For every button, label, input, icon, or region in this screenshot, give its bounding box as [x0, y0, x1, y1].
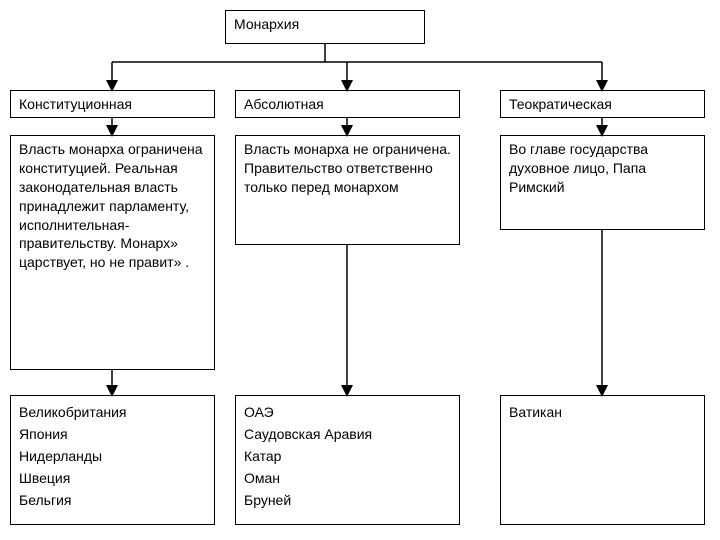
branch-examples-constitutional: Великобритания Япония Нидерланды Швеция …	[10, 395, 215, 525]
branch-examples-absolute: ОАЭ Саудовская Аравия Катар Оман Бруней	[235, 395, 460, 525]
example-item: Бельгия	[19, 491, 206, 510]
branch-title-absolute: Абсолютная	[235, 90, 460, 118]
example-item: Оман	[244, 469, 451, 488]
branch-title-label: Теократическая	[509, 96, 612, 112]
root-node: Монархия	[225, 10, 425, 44]
branch-desc-text: Во главе государства духовное лицо, Папа…	[509, 141, 648, 195]
example-item: Ватикан	[509, 403, 696, 422]
root-label: Монархия	[234, 16, 299, 32]
example-item: ОАЭ	[244, 403, 451, 422]
branch-title-constitutional: Конституционная	[10, 90, 215, 118]
branch-examples-theocratic: Ватикан	[500, 395, 705, 525]
branch-title-theocratic: Теократическая	[500, 90, 705, 118]
example-item: Катар	[244, 447, 451, 466]
branch-desc-theocratic: Во главе государства духовное лицо, Папа…	[500, 135, 705, 230]
branch-desc-constitutional: Власть монарха ограничена конституцией. …	[10, 135, 215, 370]
example-item: Бруней	[244, 491, 451, 510]
branch-desc-text: Власть монарха ограничена конституцией. …	[19, 141, 203, 270]
example-item: Великобритания	[19, 403, 206, 422]
branch-title-label: Абсолютная	[244, 96, 324, 112]
branch-title-label: Конституционная	[19, 96, 132, 112]
example-item: Япония	[19, 425, 206, 444]
example-item: Швеция	[19, 469, 206, 488]
example-item: Саудовская Аравия	[244, 425, 451, 444]
branch-desc-text: Власть монарха не ограничена. Правительс…	[244, 141, 451, 195]
branch-desc-absolute: Власть монарха не ограничена. Правительс…	[235, 135, 460, 245]
example-item: Нидерланды	[19, 447, 206, 466]
